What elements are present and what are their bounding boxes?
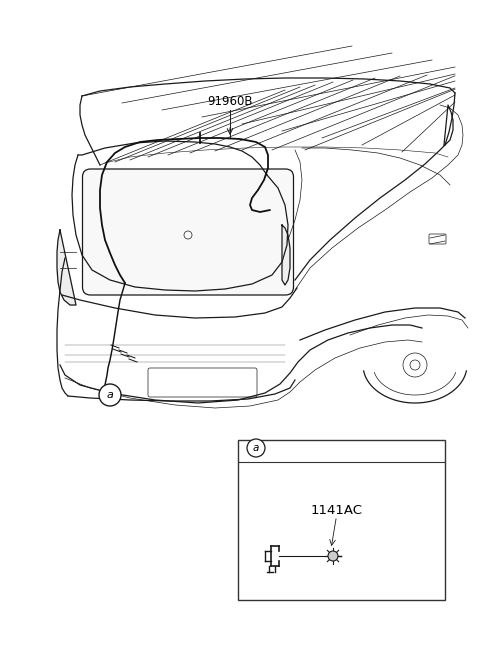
Circle shape	[328, 551, 338, 561]
Polygon shape	[57, 230, 76, 305]
Polygon shape	[282, 225, 290, 285]
Bar	[238, 440, 445, 600]
Text: 1141AC: 1141AC	[311, 504, 362, 518]
Text: a: a	[253, 443, 259, 453]
Text: 91960B: 91960B	[207, 95, 253, 108]
FancyBboxPatch shape	[83, 169, 293, 295]
Circle shape	[99, 384, 121, 406]
Circle shape	[247, 439, 265, 457]
Text: a: a	[107, 390, 113, 400]
